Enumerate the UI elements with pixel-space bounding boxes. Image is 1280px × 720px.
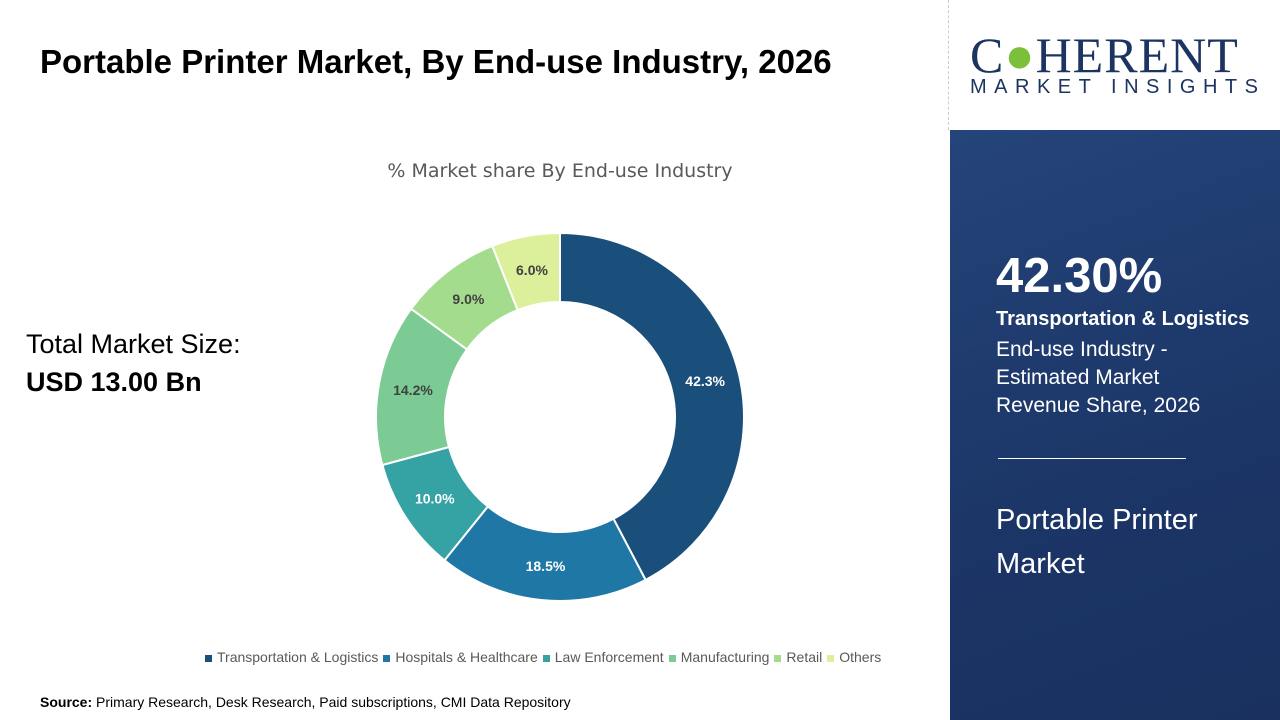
legend-label: Others [839,649,882,665]
legend-label: Transportation & Logistics [217,649,379,665]
legend-label: Law Enforcement [554,649,664,665]
chart-title: % Market share By End-use Industry [387,160,733,182]
logo: C●HERENT MARKET INSIGHTS [950,0,1280,130]
data-label: 14.2% [393,382,433,398]
legend-swatch [205,654,212,662]
source-text: Primary Research, Desk Research, Paid su… [92,694,571,710]
highlight-segment: Transportation & Logistics [996,308,1250,330]
data-label: 9.0% [452,291,484,307]
highlight-description: End-use Industry - Estimated Market Reve… [996,338,1201,417]
legend-item: Law Enforcement [542,649,664,665]
legend-swatch [774,654,782,662]
donut-slice [490,231,561,312]
donut-slice [559,231,746,582]
legend-item: Manufacturing [668,649,770,665]
total-value: USD 13.00 Bn [26,367,202,397]
legend-swatch [827,654,835,662]
logo-subtext: MARKET INSIGHTS [970,76,1266,98]
divider [948,0,949,130]
legend-item: Retail [774,649,822,665]
data-label: 18.5% [526,558,566,574]
page-title: Portable Printer Market, By End-use Indu… [40,43,832,80]
legend-label: Hospitals & Healthcare [395,649,538,665]
highlight-percent: 42.30% [996,249,1163,303]
legend-swatch [542,654,550,662]
legend-label: Retail [786,649,823,665]
legend-label: Manufacturing [680,649,770,665]
total-label: Total Market Size: [26,329,241,359]
data-label: 42.3% [685,373,725,389]
donut-chart: 42.3% 18.5% 10.0% 14.2% 9.0% 6.0% [375,231,746,602]
legend-item: Others [827,649,881,665]
legend-item: Hospitals & Healthcare [383,649,538,665]
panel-divider [998,458,1186,459]
legend-swatch [668,654,676,662]
total-market-size: Total Market Size: USD 13.00 Bn [26,325,241,401]
source-label: Source: [40,694,93,710]
logo-text: C●HERENT [970,27,1239,83]
data-label: 10.0% [415,491,455,507]
market-name: Portable Printer Market [996,504,1198,580]
source: Source: Primary Research, Desk Research,… [40,694,571,710]
legend: Transportation & Logistics Hospitals & He… [205,649,881,665]
legend-swatch [383,654,391,662]
highlight-panel: 42.30% Transportation & Logistics End-us… [950,130,1280,720]
data-label: 6.0% [516,262,548,278]
legend-item: Transportation & Logistics [205,649,378,665]
